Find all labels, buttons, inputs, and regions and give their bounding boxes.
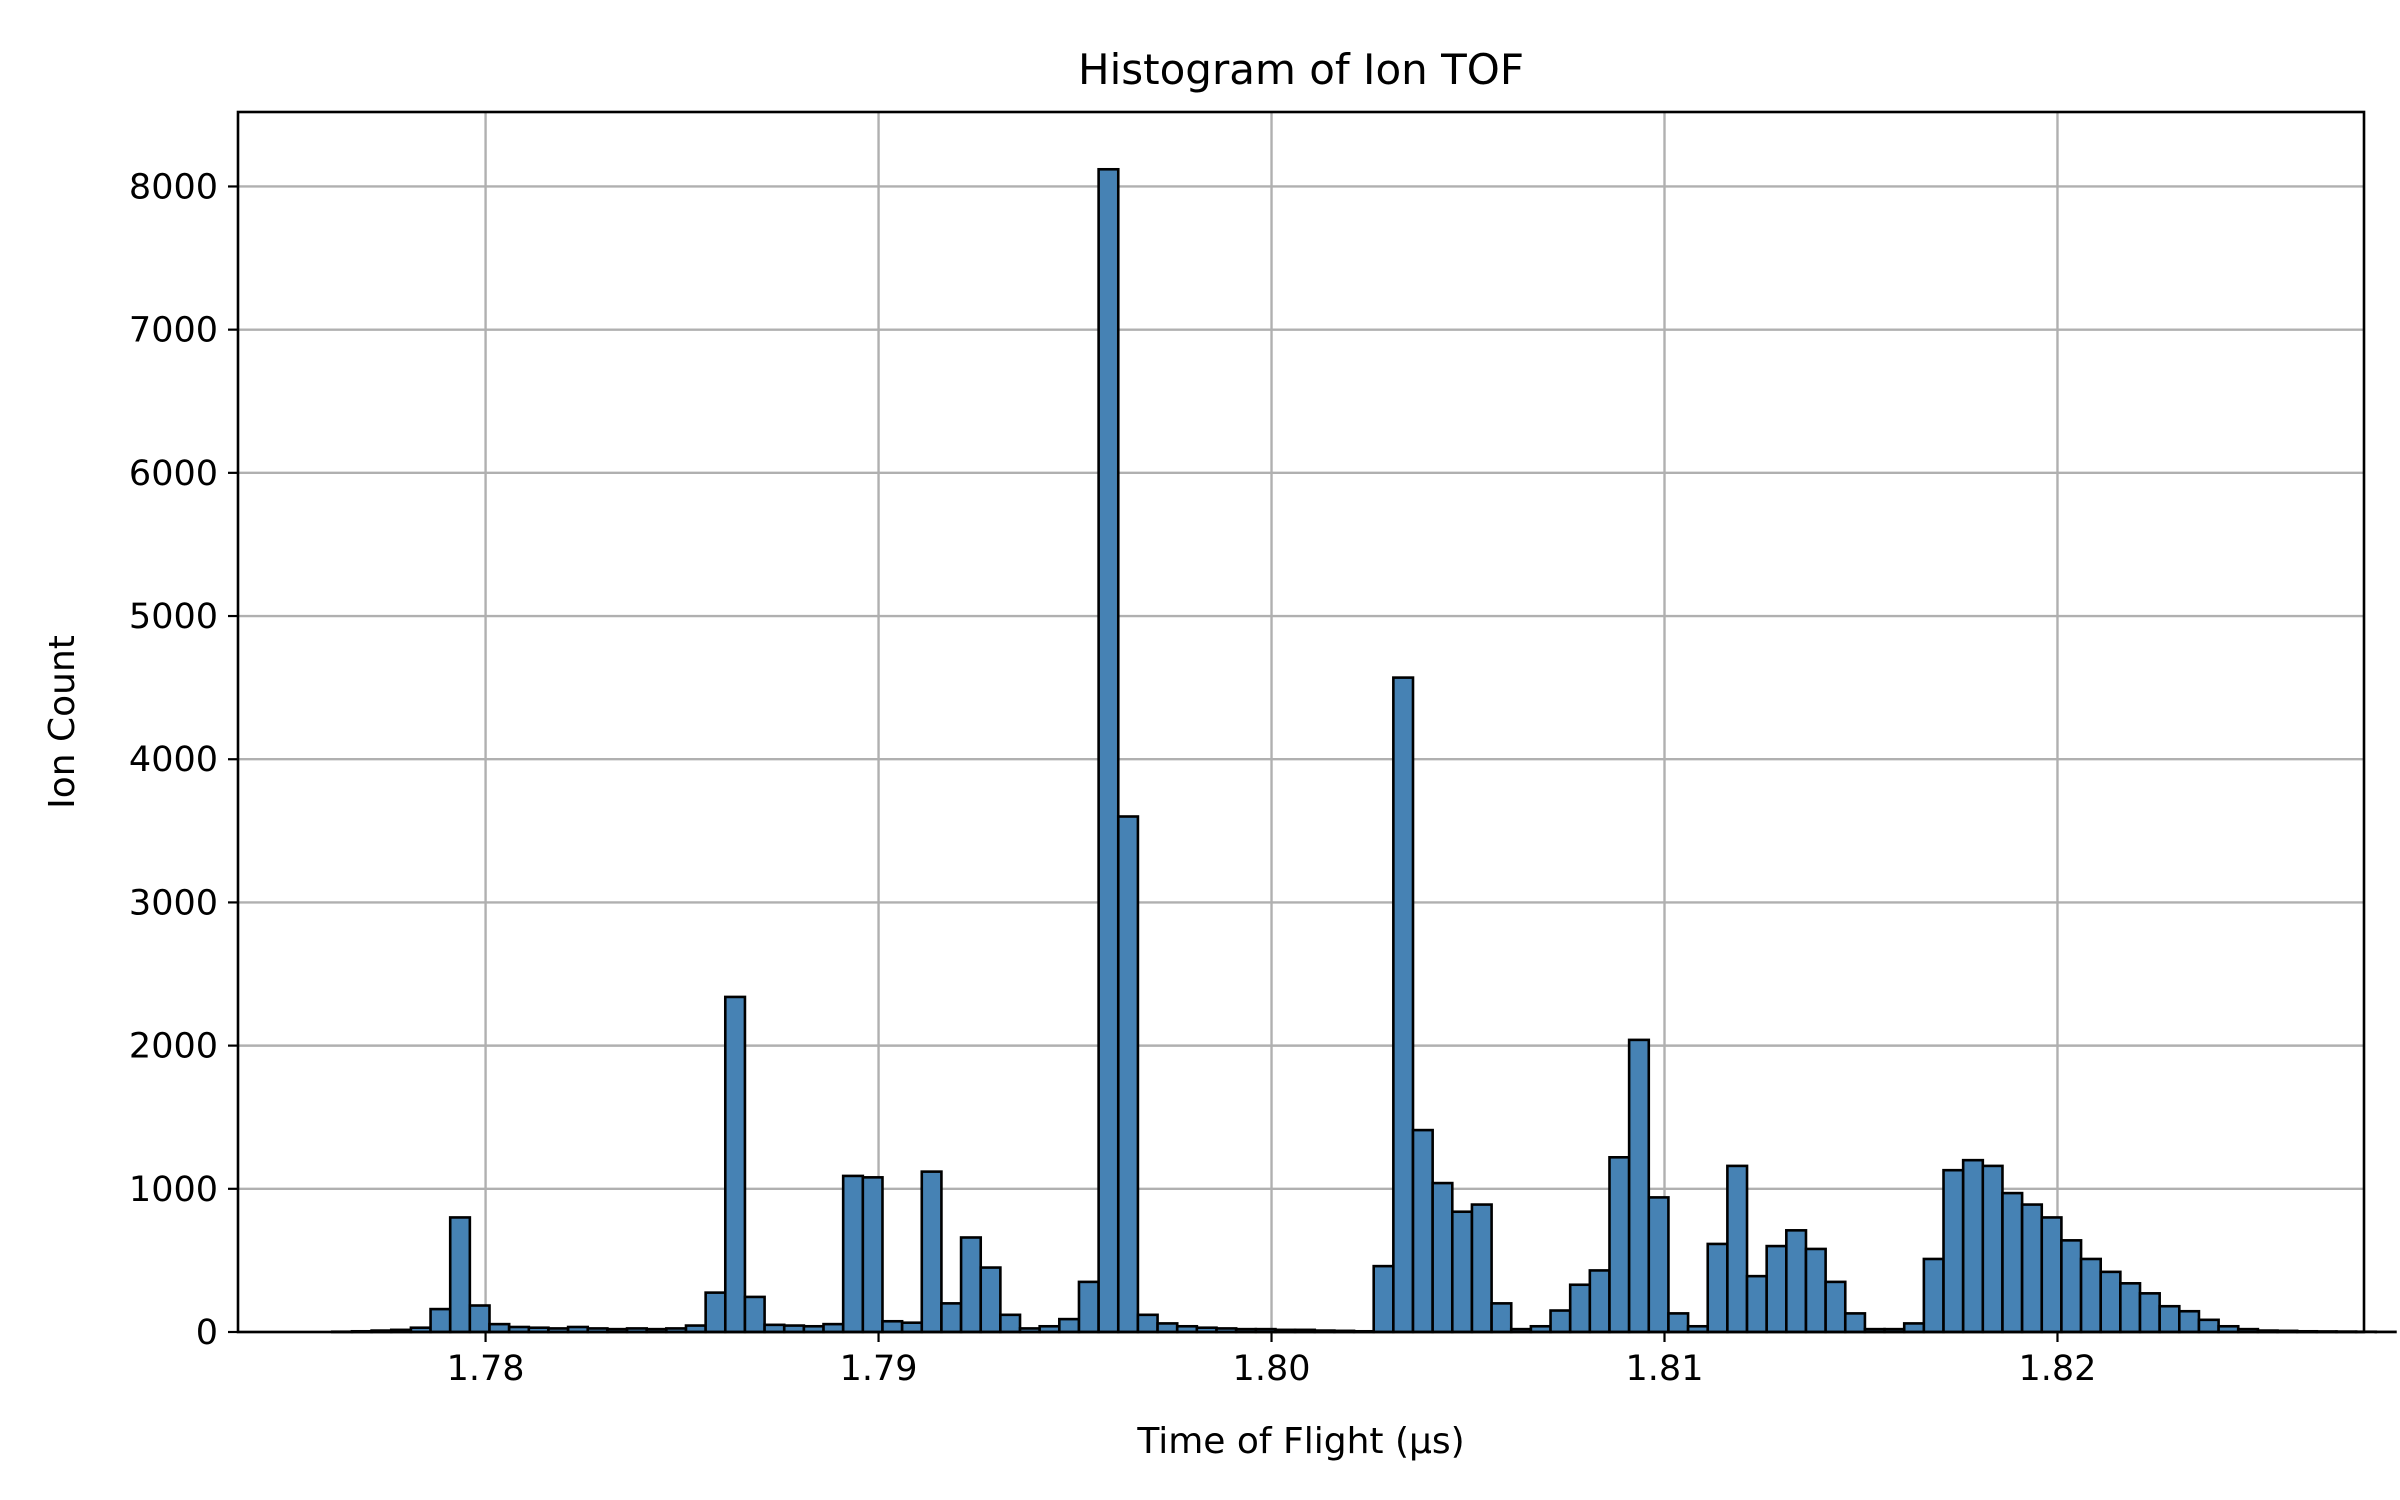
- histogram-bar: [2178, 1309, 2201, 1334]
- histogram-bar: [743, 1295, 766, 1334]
- histogram-bar: [1922, 1257, 1945, 1334]
- y-tick-label: 2000: [129, 1027, 218, 1067]
- x-axis-label: Time of Flight (µs): [1136, 1421, 1464, 1462]
- histogram-bar: [2040, 1216, 2063, 1334]
- ticks: 1.78 1.79 1.80 1.81 1.82 0 1000 2000 3000 4000 500…: [129, 167, 2097, 1389]
- histogram-bar: [1706, 1242, 1729, 1334]
- histogram-bar: [1077, 1280, 1100, 1334]
- y-tick-label: 5000: [129, 597, 218, 637]
- histogram-bar: [1097, 167, 1120, 1334]
- y-axis-label: Ion Count: [42, 635, 83, 809]
- histogram-bar: [1568, 1283, 1592, 1334]
- histogram-bar: [723, 995, 747, 1334]
- histogram-bar: [1726, 1164, 1749, 1334]
- grid: [238, 112, 2364, 1334]
- histogram-bar: [1667, 1312, 1690, 1334]
- histogram-bar: [1824, 1280, 1847, 1334]
- histogram-bar: [1785, 1229, 1808, 1334]
- y-tick-label: 0: [196, 1313, 218, 1353]
- plot-frame: [236, 110, 2366, 1334]
- histogram-bar: [1372, 1264, 1395, 1334]
- histogram-bar: [2001, 1191, 2024, 1334]
- x-tick-label: 1.82: [2019, 1349, 2097, 1389]
- histogram-bar: [1411, 1128, 1434, 1334]
- histogram-bar: [2119, 1282, 2142, 1334]
- histogram-bar: [920, 1170, 943, 1334]
- histogram-bar: [959, 1236, 983, 1334]
- histogram-bar: [1392, 676, 1415, 1334]
- y-tick-label: 8000: [129, 167, 218, 207]
- histogram-bar: [429, 1307, 452, 1334]
- histogram-bar: [979, 1266, 1002, 1334]
- histogram-bar: [900, 1321, 924, 1334]
- histogram-bar: [1961, 1158, 1985, 1334]
- histogram-bar: [1843, 1312, 1867, 1334]
- histogram-bar: [448, 1216, 472, 1334]
- histogram-bar: [468, 1304, 491, 1334]
- histogram-bar: [1431, 1181, 1454, 1334]
- histogram-bar: [2138, 1292, 2161, 1334]
- histogram-bar: [2158, 1304, 2181, 1334]
- histogram-bar: [1116, 815, 1140, 1334]
- x-tick-label: 1.79: [840, 1349, 918, 1389]
- x-tick-label: 1.80: [1233, 1349, 1311, 1389]
- histogram-bar: [2060, 1239, 2083, 1334]
- histogram-bar: [1765, 1244, 1788, 1334]
- x-tick-label: 1.81: [1626, 1349, 1704, 1389]
- histogram-bar: [2020, 1203, 2044, 1334]
- histogram-bar: [940, 1302, 963, 1334]
- x-tick-label: 1.78: [447, 1349, 525, 1389]
- histogram-bar: [1549, 1309, 1572, 1334]
- y-tick-label: 7000: [129, 311, 218, 351]
- histogram-bar: [704, 1291, 727, 1334]
- y-tick-label: 1000: [129, 1170, 218, 1210]
- chart-title: Histogram of Ion TOF: [1078, 45, 1524, 94]
- histogram-bar: [861, 1176, 884, 1334]
- histogram-bar: [2079, 1257, 2103, 1334]
- y-tick-label: 3000: [129, 883, 218, 923]
- histogram-bar: [1136, 1313, 1159, 1334]
- histogram-bar: [881, 1319, 904, 1334]
- histogram-bar: [1450, 1210, 1474, 1334]
- histogram-bar: [1745, 1274, 1768, 1334]
- histogram-bar: [1470, 1203, 1493, 1334]
- histogram-bar: [1490, 1302, 1513, 1334]
- histogram-bar: [1804, 1247, 1827, 1334]
- histogram-bar: [1942, 1168, 1965, 1334]
- histogram-bar: [1981, 1164, 2004, 1334]
- histogram-bar: [999, 1313, 1022, 1334]
- y-tick-label: 4000: [129, 740, 218, 780]
- bars: [331, 167, 2397, 1334]
- histogram-bar: [2099, 1270, 2122, 1334]
- y-tick-label: 6000: [129, 454, 218, 494]
- histogram-bar: [2197, 1318, 2220, 1334]
- histogram-bar: [841, 1174, 865, 1334]
- histogram-bar: [1608, 1156, 1631, 1334]
- histogram-bar: [1058, 1317, 1081, 1334]
- histogram-bar: [1627, 1038, 1651, 1334]
- histogram-bar: [1647, 1196, 1670, 1334]
- histogram-bar: [1588, 1269, 1611, 1334]
